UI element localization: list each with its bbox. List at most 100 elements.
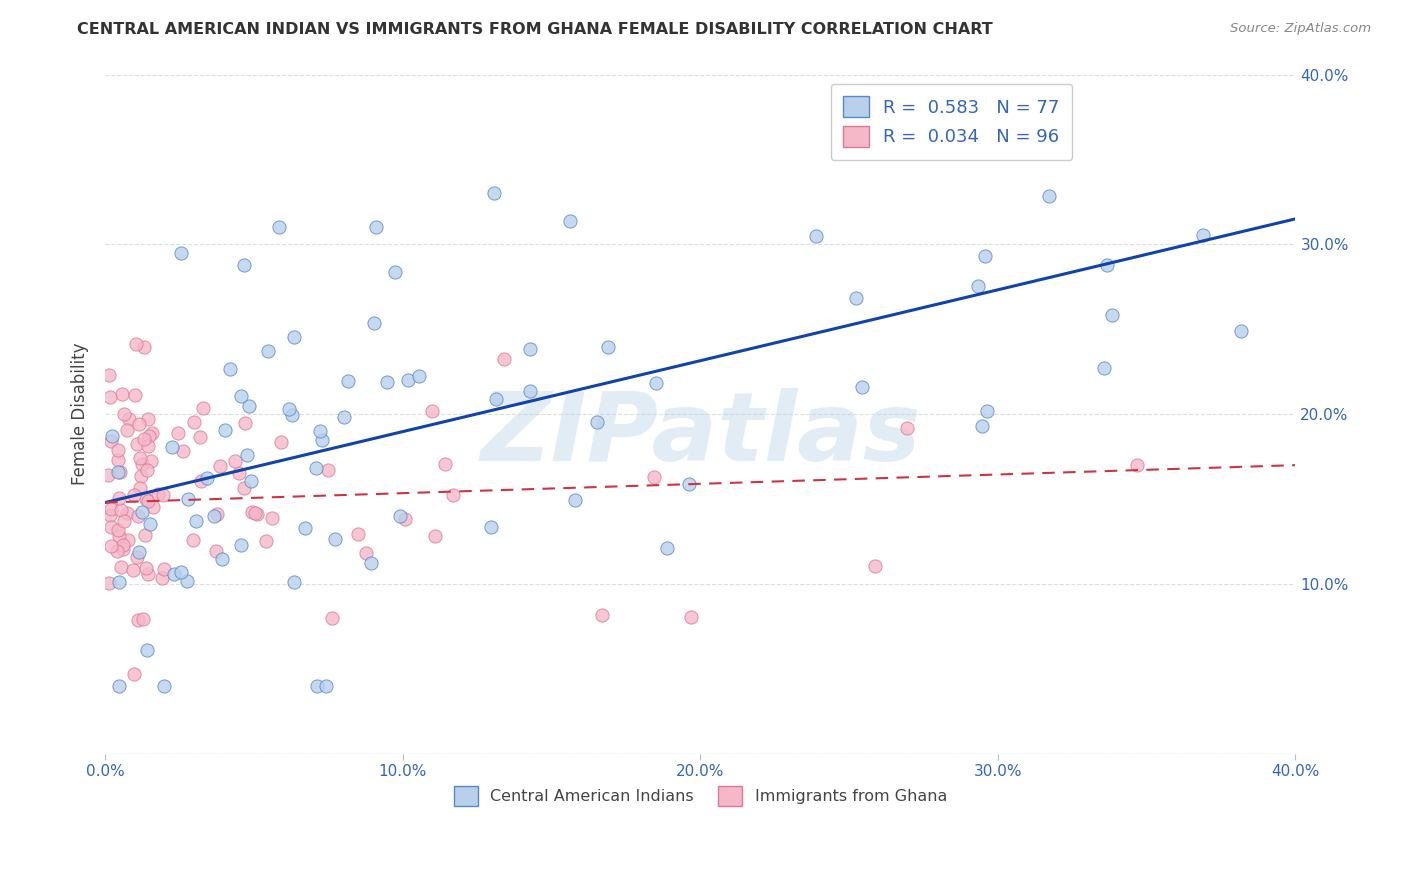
Point — [98, 508, 121, 522]
Point — [190, 474, 212, 488]
Point — [1264, 54, 1286, 69]
Point — [124, 488, 146, 502]
Point — [305, 461, 328, 475]
Point — [976, 404, 998, 418]
Point — [152, 679, 174, 693]
Point — [229, 389, 252, 403]
Point — [294, 521, 316, 535]
Point — [972, 419, 994, 434]
Point — [228, 466, 250, 480]
Point — [160, 441, 183, 455]
Point — [240, 505, 263, 519]
Point — [307, 679, 329, 693]
Point — [408, 368, 430, 383]
Point — [845, 291, 868, 305]
Point — [176, 574, 198, 589]
Point — [519, 384, 541, 399]
Point — [208, 459, 231, 474]
Point — [311, 433, 333, 447]
Point — [239, 474, 262, 488]
Point — [117, 424, 139, 438]
Point — [183, 533, 205, 547]
Text: ZIPatlas: ZIPatlas — [479, 388, 921, 481]
Text: CENTRAL AMERICAN INDIAN VS IMMIGRANTS FROM GHANA FEMALE DISABILITY CORRELATION C: CENTRAL AMERICAN INDIAN VS IMMIGRANTS FR… — [77, 22, 993, 37]
Point — [246, 507, 269, 521]
Point — [492, 352, 515, 367]
Point — [138, 429, 160, 443]
Point — [678, 477, 700, 491]
Point — [262, 511, 284, 525]
Point — [108, 529, 131, 543]
Point — [152, 488, 174, 502]
Point — [107, 679, 129, 693]
Point — [139, 516, 162, 531]
Point — [141, 454, 163, 468]
Point — [112, 407, 135, 421]
Point — [110, 503, 132, 517]
Point — [205, 543, 228, 558]
Y-axis label: Female Disability: Female Disability — [72, 343, 89, 485]
Point — [441, 488, 464, 502]
Text: Source: ZipAtlas.com: Source: ZipAtlas.com — [1230, 22, 1371, 36]
Point — [191, 401, 214, 415]
Point — [184, 514, 207, 528]
Point — [136, 494, 159, 508]
Point — [107, 442, 129, 457]
Point — [585, 415, 607, 429]
Point — [107, 453, 129, 467]
Point — [375, 375, 398, 389]
Point — [481, 520, 503, 534]
Point — [101, 429, 124, 443]
Point — [112, 538, 135, 552]
Point — [1095, 258, 1118, 272]
Point — [108, 574, 131, 589]
Point — [1192, 227, 1215, 242]
Point — [1227, 33, 1250, 47]
Point — [347, 527, 370, 541]
Point — [195, 471, 218, 485]
Point — [98, 390, 121, 404]
Point — [136, 643, 159, 657]
Point — [112, 514, 135, 528]
Point — [125, 549, 148, 564]
Point — [183, 415, 205, 429]
Point — [150, 571, 173, 585]
Point — [243, 506, 266, 520]
Point — [100, 434, 122, 449]
Point — [135, 491, 157, 506]
Point — [131, 505, 153, 519]
Point — [229, 538, 252, 552]
Point — [105, 543, 128, 558]
Point — [214, 423, 236, 437]
Point — [205, 507, 228, 521]
Point — [167, 426, 190, 441]
Point — [420, 403, 443, 417]
Point — [97, 368, 120, 383]
Point — [177, 491, 200, 506]
Point — [108, 465, 131, 479]
Point — [211, 552, 233, 566]
Point — [153, 562, 176, 576]
Point — [224, 453, 246, 467]
Point — [519, 342, 541, 356]
Point — [128, 545, 150, 559]
Point — [564, 492, 586, 507]
Point — [136, 567, 159, 582]
Point — [124, 388, 146, 402]
Point — [1092, 360, 1115, 375]
Point — [363, 316, 385, 330]
Point — [389, 509, 412, 524]
Point — [136, 439, 159, 453]
Point — [170, 245, 193, 260]
Point — [135, 462, 157, 476]
Point — [163, 566, 186, 581]
Point — [122, 563, 145, 577]
Point — [323, 533, 346, 547]
Point — [655, 541, 678, 555]
Point — [558, 214, 581, 228]
Point — [111, 386, 134, 401]
Point — [124, 337, 146, 351]
Point — [394, 511, 416, 525]
Point — [110, 560, 132, 574]
Point — [127, 613, 149, 627]
